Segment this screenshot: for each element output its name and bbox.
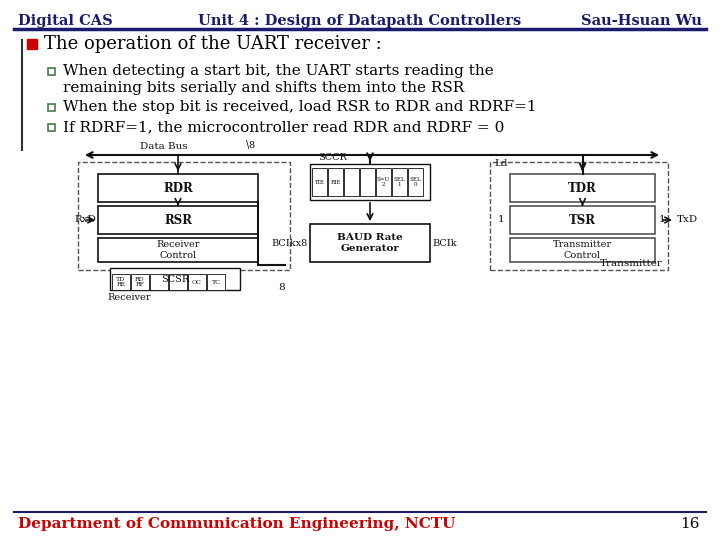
Text: SEL
0: SEL 0 (410, 177, 421, 187)
Bar (360, 168, 375, 196)
Bar (78, 162, 290, 270)
Text: OC: OC (192, 280, 202, 285)
Bar (48, 124, 55, 131)
Bar (131, 274, 149, 290)
Text: 8: 8 (278, 284, 284, 293)
Text: SCCR: SCCR (318, 153, 347, 162)
Bar (169, 274, 187, 290)
Text: TC: TC (212, 280, 220, 285)
Text: BCIk: BCIk (432, 239, 456, 247)
Bar (344, 168, 359, 196)
Text: TIE: TIE (315, 179, 325, 185)
Text: When the stop bit is received, load RSR to RDR and RDRF=1: When the stop bit is received, load RSR … (63, 100, 536, 114)
Text: If RDRF=1, the microcontroller read RDR and RDRF = 0: If RDRF=1, the microcontroller read RDR … (63, 120, 505, 134)
Bar (110, 268, 240, 290)
Bar (150, 274, 168, 290)
Text: SCSR: SCSR (161, 274, 189, 284)
Text: $\backslash$8: $\backslash$8 (245, 138, 256, 151)
Text: SEL
1: SEL 1 (394, 177, 405, 187)
Text: RDR: RDR (163, 181, 193, 194)
Text: 16: 16 (680, 517, 700, 531)
Text: TxD: TxD (677, 215, 698, 225)
Text: Receiver
Control: Receiver Control (156, 240, 199, 260)
Text: Department of Communication Engineering, NCTU: Department of Communication Engineering,… (18, 517, 455, 531)
Bar (310, 224, 430, 262)
Bar (27, 39, 37, 49)
Text: BCIkx8: BCIkx8 (271, 239, 308, 247)
Text: BAUD Rate
Generator: BAUD Rate Generator (337, 233, 403, 253)
Text: remaining bits serially and shifts them into the RSR: remaining bits serially and shifts them … (63, 81, 464, 95)
Text: RIE: RIE (330, 179, 341, 185)
Text: When detecting a start bit, the UART starts reading the: When detecting a start bit, the UART sta… (63, 64, 494, 78)
Text: 1: 1 (498, 215, 504, 225)
Text: RSR: RSR (164, 213, 192, 226)
Bar (98, 206, 258, 234)
Text: S=U
2: S=U 2 (377, 177, 390, 187)
Text: TDR: TDR (568, 181, 597, 194)
Text: Data Bus: Data Bus (140, 142, 188, 151)
Text: Transmitter
Control: Transmitter Control (553, 240, 612, 260)
Bar (188, 274, 206, 290)
Text: Digital CAS: Digital CAS (18, 14, 113, 28)
Text: Unit 4 : Design of Datapath Controllers: Unit 4 : Design of Datapath Controllers (199, 14, 521, 28)
Bar (392, 168, 407, 196)
Bar (112, 274, 130, 290)
Bar (510, 174, 655, 202)
Bar (312, 168, 327, 196)
Bar (408, 168, 423, 196)
Text: The operation of the UART receiver :: The operation of the UART receiver : (44, 35, 382, 53)
Text: 1: 1 (659, 215, 665, 225)
Text: TD
RE: TD RE (117, 276, 125, 287)
Text: Sau-Hsuan Wu: Sau-Hsuan Wu (581, 14, 702, 28)
Text: Receiver: Receiver (107, 293, 150, 302)
Bar (490, 162, 668, 270)
Bar (510, 206, 655, 234)
Bar (48, 68, 55, 75)
Bar (207, 274, 225, 290)
Text: Ld: Ld (495, 159, 508, 168)
Bar (98, 238, 258, 262)
Bar (328, 168, 343, 196)
Text: RxD: RxD (74, 215, 96, 225)
Bar (376, 168, 391, 196)
Text: TSR: TSR (569, 213, 596, 226)
Text: RD
RF: RD RF (135, 276, 145, 287)
Bar (310, 164, 430, 200)
Bar (48, 104, 55, 111)
Bar (98, 174, 258, 202)
Bar (510, 238, 655, 262)
Text: Transmitter: Transmitter (600, 259, 663, 268)
